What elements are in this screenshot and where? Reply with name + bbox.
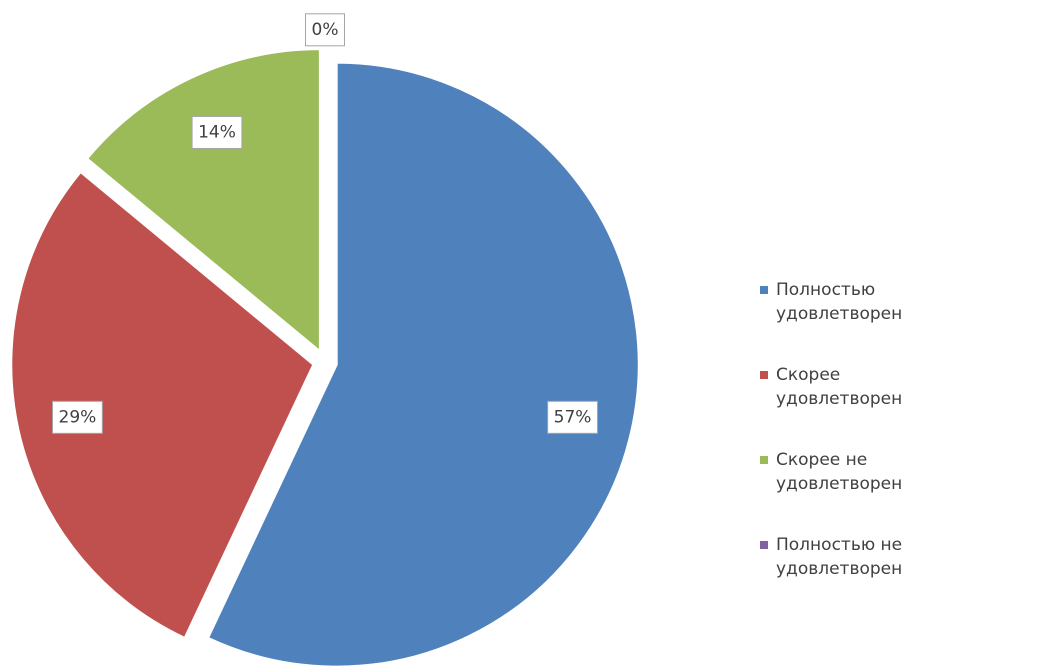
data-label-text: 0% [312, 20, 339, 40]
legend-item: Полностью удовлетворен [760, 278, 1030, 326]
data-label: 14% [191, 115, 243, 149]
pie-slice [206, 61, 640, 668]
label-box [52, 400, 103, 434]
data-label: 57% [547, 400, 598, 434]
data-label-text: 57% [554, 407, 592, 427]
legend-item: Полностью не удовлетворен [760, 533, 1030, 581]
pie-slice [10, 170, 315, 640]
data-label-text: 29% [59, 407, 97, 427]
legend-swatch [760, 541, 768, 549]
pie-slice [85, 48, 321, 354]
legend-swatch [760, 371, 768, 379]
data-label: 29% [52, 400, 103, 434]
legend-label: Скорее не удовлетворен [776, 450, 903, 494]
legend-label: Полностью не удовлетворен [776, 535, 903, 579]
legend-swatch [760, 456, 768, 464]
legend-item: Скорее не удовлетворен [760, 448, 1030, 496]
legend-swatch [760, 286, 768, 294]
legend: Полностью удовлетворен Скорее удовлетворе… [760, 278, 1030, 618]
data-label: 0% [305, 13, 345, 47]
label-box [547, 400, 598, 434]
label-box [305, 13, 345, 47]
label-box [191, 115, 243, 149]
legend-item: Скорее удовлетворен [760, 363, 1030, 411]
legend-label: Скорее удовлетворен [776, 365, 903, 409]
data-label-text: 14% [198, 122, 236, 142]
legend-label: Полностью удовлетворен [776, 280, 903, 324]
